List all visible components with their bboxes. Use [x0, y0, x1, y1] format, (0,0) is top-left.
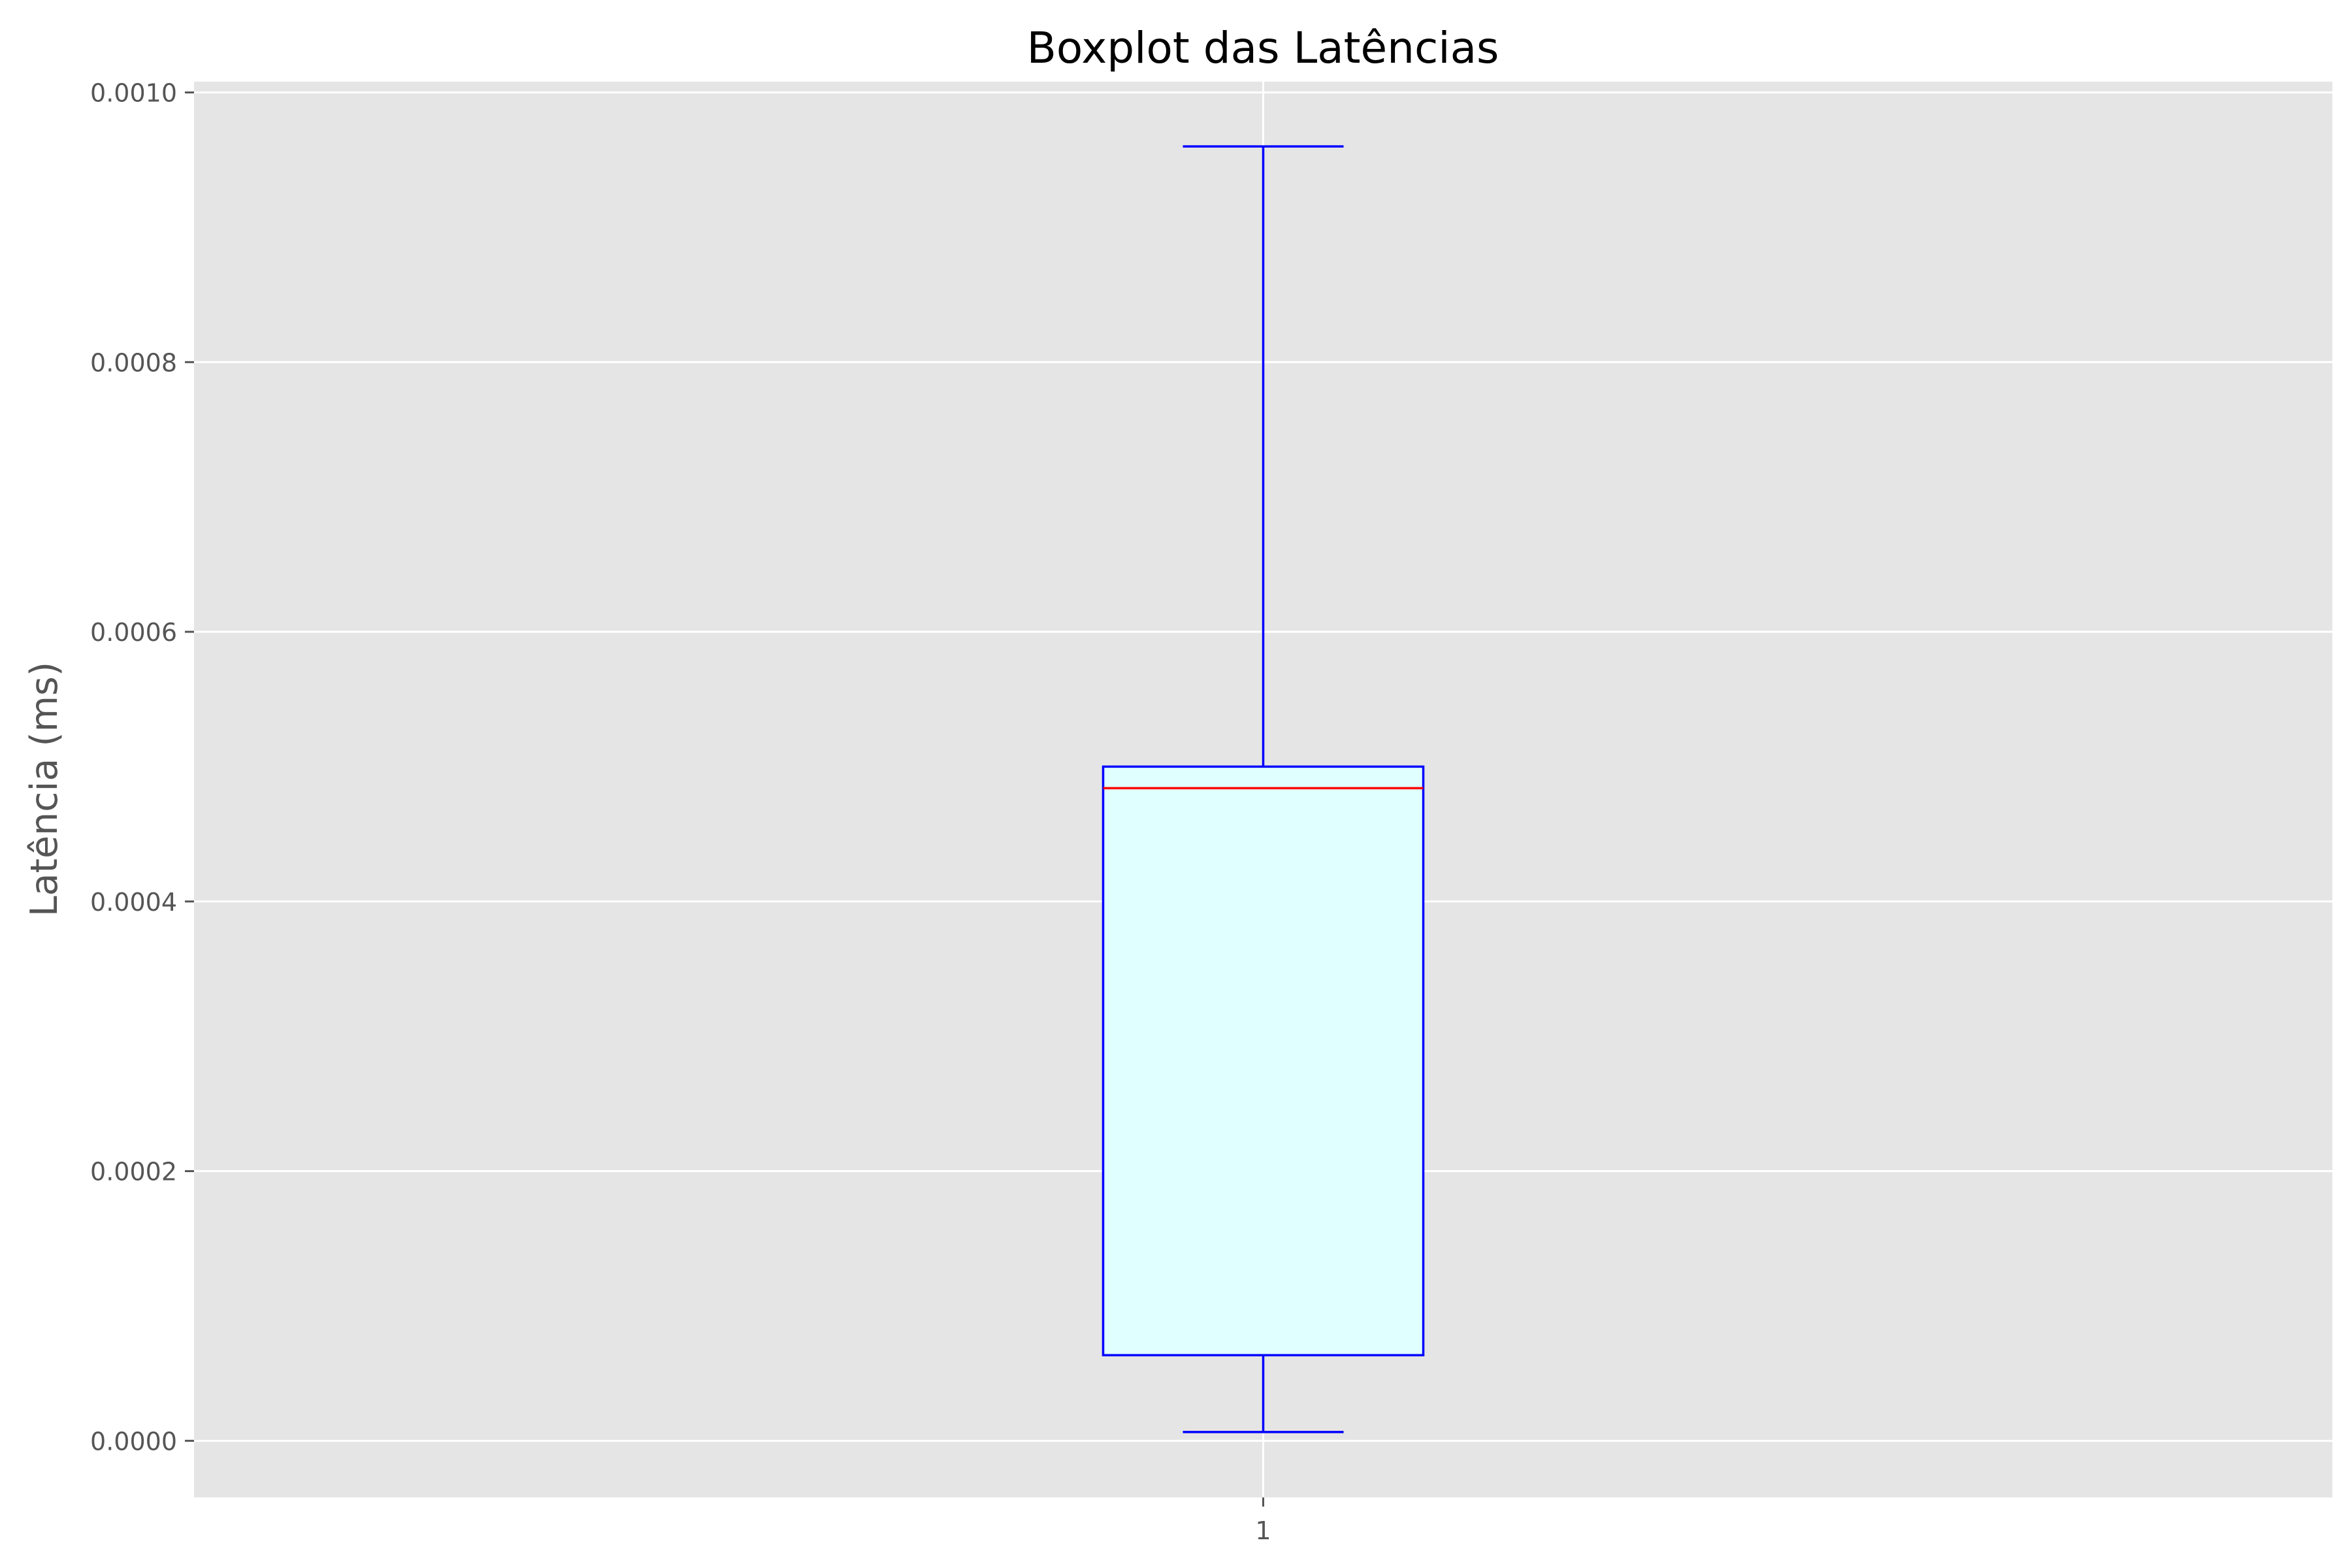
box-iqr: [1102, 765, 1425, 1357]
y-tick-label: 0.0004: [90, 888, 177, 917]
y-tick-label: 0.0002: [90, 1158, 177, 1186]
y-tick-label: 0.0010: [90, 79, 177, 108]
y-tick-label: 0.0006: [90, 618, 177, 647]
y-axis-label: Latência (ms): [23, 662, 66, 917]
boxplot: [1102, 145, 1425, 1433]
axes: 0.0000 0.0002 0.0004 0.0006 0.0008 0.0010 1: [90, 79, 1271, 1545]
y-tick-label: 0.0008: [90, 348, 177, 377]
chart-title: Boxplot das Latências: [1027, 23, 1499, 73]
y-tick-label: 0.0000: [90, 1427, 177, 1456]
x-tick-label: 1: [1255, 1516, 1271, 1545]
